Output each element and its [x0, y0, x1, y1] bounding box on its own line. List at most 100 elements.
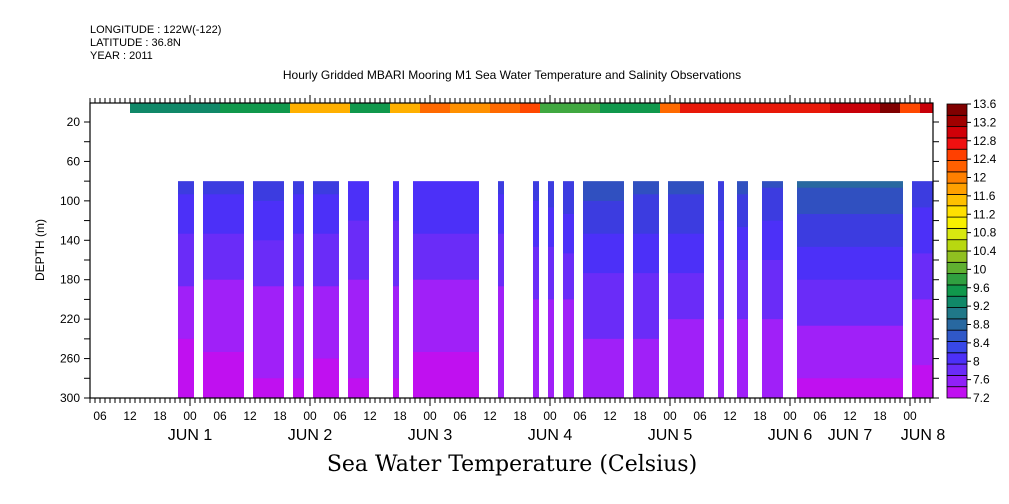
deep-cell — [583, 378, 624, 383]
deep-cell — [583, 227, 624, 235]
deep-cell — [498, 325, 504, 333]
deep-cell — [348, 233, 369, 241]
deep-cell — [348, 371, 369, 379]
deep-cell — [293, 345, 304, 353]
deep-cell — [718, 371, 724, 379]
colorbar-label: 12.8 — [973, 134, 997, 148]
deep-cell — [203, 365, 244, 373]
deep-cell — [348, 319, 369, 327]
deep-cell — [348, 388, 369, 392]
deep-cell — [293, 253, 304, 261]
deep-cell — [178, 332, 194, 340]
deep-cell — [583, 388, 624, 392]
deep-cell — [718, 391, 724, 396]
deep-cell — [563, 246, 574, 254]
deep-cell — [668, 292, 704, 300]
deep-cell — [563, 194, 574, 202]
deep-cell — [633, 352, 659, 360]
deep-cell — [668, 233, 704, 241]
deep-cell — [548, 306, 554, 314]
deep-cell — [498, 332, 504, 340]
deep-cell — [313, 200, 339, 208]
deep-cell — [762, 332, 783, 340]
deep-cell — [737, 319, 748, 327]
deep-cell — [293, 266, 304, 274]
deep-cell — [348, 365, 369, 373]
deep-cell — [912, 381, 933, 386]
deep-cell — [533, 279, 539, 287]
deep-cell — [313, 220, 339, 228]
y-tick-label: 260 — [60, 352, 80, 366]
deep-cell — [178, 286, 194, 294]
deep-cell — [633, 279, 659, 287]
deep-cell — [668, 266, 704, 274]
x-hour-label: 00 — [903, 409, 917, 423]
deep-cell — [583, 299, 624, 307]
deep-cell — [912, 338, 933, 346]
deep-cell — [563, 292, 574, 300]
deep-cell — [737, 381, 748, 386]
deep-cell — [797, 246, 903, 254]
deep-cell — [762, 306, 783, 314]
deep-cell — [498, 200, 504, 208]
deep-cell — [313, 312, 339, 320]
deep-cell — [253, 273, 284, 281]
deep-cell — [633, 381, 659, 386]
deep-cell — [718, 299, 724, 307]
deep-cell — [762, 214, 783, 222]
deep-cell — [718, 306, 724, 314]
deep-cell — [178, 381, 194, 386]
deep-cell — [633, 319, 659, 327]
deep-cell — [718, 286, 724, 294]
x-hour-label: 12 — [123, 409, 137, 423]
deep-cell — [313, 325, 339, 333]
deep-cell — [393, 394, 399, 399]
deep-cell — [178, 266, 194, 274]
deep-cell — [253, 292, 284, 300]
deep-cell — [718, 246, 724, 254]
deep-cell — [737, 187, 748, 195]
x-hour-label: 18 — [153, 409, 167, 423]
deep-cell — [668, 312, 704, 320]
deep-cell — [668, 279, 704, 287]
deep-cell — [178, 312, 194, 320]
deep-cell — [313, 306, 339, 314]
deep-cell — [737, 194, 748, 202]
deep-cell — [668, 246, 704, 254]
deep-cell — [797, 266, 903, 274]
deep-cell — [633, 358, 659, 366]
deep-cell — [413, 260, 479, 268]
deep-cell — [548, 240, 554, 248]
colorbar-label: 10.8 — [973, 226, 997, 240]
deep-cell — [797, 233, 903, 241]
y-axis-label: DEPTH (m) — [33, 219, 47, 281]
deep-cell — [563, 240, 574, 248]
colorbar-label: 8.4 — [973, 336, 990, 350]
colorbar-label: 8 — [973, 354, 980, 368]
deep-cell — [668, 286, 704, 294]
y-tick-label: 20 — [67, 115, 81, 129]
x-hour-label: 12 — [723, 409, 737, 423]
x-hour-label: 12 — [483, 409, 497, 423]
deep-cell — [533, 325, 539, 333]
deep-cell — [253, 394, 284, 399]
deep-cell — [348, 381, 369, 386]
deep-cell — [178, 338, 194, 346]
deep-cell — [762, 312, 783, 320]
deep-cell — [293, 273, 304, 281]
deep-cell — [737, 306, 748, 314]
deep-cell — [313, 391, 339, 396]
y-tick-label: 140 — [60, 233, 80, 247]
deep-cell — [393, 253, 399, 261]
deep-cell — [313, 381, 339, 386]
deep-cell — [533, 227, 539, 235]
deep-cell — [413, 266, 479, 274]
deep-cell — [583, 312, 624, 320]
deep-cell — [393, 233, 399, 241]
deep-cell — [203, 332, 244, 340]
deep-cell — [498, 306, 504, 314]
deep-cell — [413, 352, 479, 360]
deep-cell — [253, 240, 284, 248]
deep-cell — [563, 312, 574, 320]
colorbar-label: 13.6 — [973, 97, 997, 111]
